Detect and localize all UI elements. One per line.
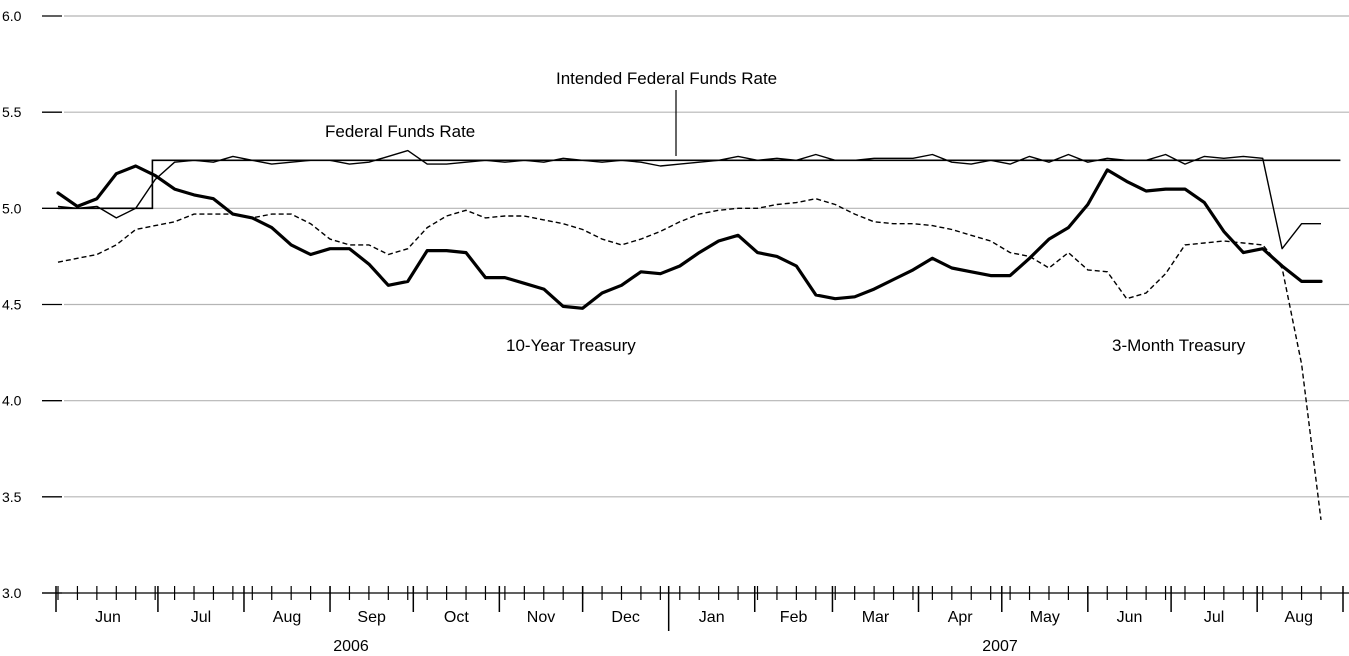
ten-year-label: 10-Year Treasury [506,336,636,355]
y-tick-label: 5.0 [2,200,22,216]
annotations: Intended Federal Funds Rate Federal Fund… [325,69,1246,355]
x-month-label: Sep [357,609,386,626]
x-year-label: 2007 [982,638,1018,655]
y-axis: 6.0 5.5 5.0 4.5 4.0 3.5 3.0 [2,8,62,601]
x-month-label: Aug [1285,609,1313,626]
y-tick-label: 6.0 [2,8,22,24]
fed-funds-label: Federal Funds Rate [325,122,475,141]
x-month-label: Jun [95,609,121,626]
fedfunds-series-line [57,149,1321,250]
x-month-label: Jan [699,609,725,626]
intended-rate-label: Intended Federal Funds Rate [556,69,777,88]
y-tick-label: 4.5 [2,297,22,313]
y-tick-label: 5.5 [2,104,22,120]
x-month-label: Feb [780,609,808,626]
y-tick-label: 4.0 [2,393,22,409]
y-tick-label: 3.0 [2,585,22,601]
x-month-label: Dec [611,609,639,626]
x-month-label: Oct [444,609,469,626]
x-month-label: Aug [273,609,301,626]
intended-series-line [58,159,1341,210]
x-axis: Jun Jul Aug Sep Oct Nov Dec Jan Feb Mar Apr May Jun J… [42,586,1349,655]
tenyear-series-line [56,164,1323,310]
x-month-label: Nov [527,609,555,626]
series-group [56,149,1341,520]
x-month-label: Apr [948,609,974,626]
y-tick-label: 3.5 [2,489,22,505]
grid-lines [64,15,1349,498]
three-month-label: 3-Month Treasury [1112,336,1246,355]
x-month-label: Mar [862,609,890,626]
x-month-label: May [1030,609,1060,626]
x-month-label: Jul [191,609,211,626]
x-month-label: Jul [1204,609,1224,626]
threemonth-series-line [57,197,1322,520]
x-year-label: 2006 [333,638,369,655]
x-month-label: Jun [1117,609,1143,626]
